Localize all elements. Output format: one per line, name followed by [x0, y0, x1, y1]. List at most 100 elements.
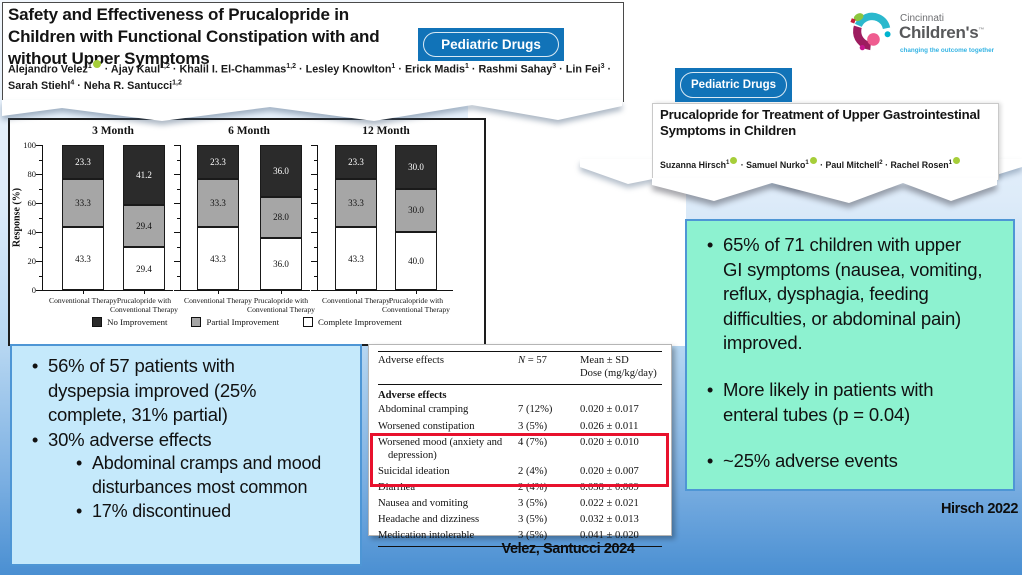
table-cell-n: 3 (5%) — [518, 513, 548, 525]
paper-right-title: Prucalopride for Treatment of Upper Gast… — [660, 107, 981, 139]
x-tick — [416, 290, 418, 294]
table-cell-n: 3 (5%) — [518, 420, 548, 432]
author-separator: · — [817, 159, 826, 170]
legend-label: Partial Improvement — [206, 317, 280, 327]
y-major-tick — [174, 261, 180, 263]
bar-segment: 36.0 — [260, 237, 302, 290]
bar-value-label: 23.3 — [75, 157, 91, 168]
bullet-marker: • — [31, 428, 39, 450]
author-name: Lin Fei — [565, 63, 601, 76]
response-bar-chart: Response (%) 3 Month 0 20 40 60 80 100 43.3 33.3 2… — [8, 118, 486, 346]
author-affiliation-superscript: 1 — [805, 160, 809, 166]
bar-value-label: 33.3 — [210, 198, 226, 209]
bar-segment: 23.3 — [197, 145, 239, 179]
y-major-tick — [36, 232, 42, 234]
y-major-tick — [36, 174, 42, 176]
bar-value-label: 23.3 — [348, 157, 364, 168]
y-minor-tick — [176, 159, 180, 161]
author-affiliation-superscript: 3 — [552, 63, 557, 70]
bullet-text: 30% adverse effects — [48, 428, 212, 450]
author-name: Lesley Knowlton — [305, 63, 392, 76]
author-separator: · — [169, 63, 180, 76]
table-cell-effect: Headache and dizziness — [378, 513, 480, 525]
author-affiliation-superscript: 1 — [87, 63, 92, 70]
hirsch-summary-box: • 65% of 71 children with upper GI sympto… — [685, 219, 1015, 491]
y-axis-line — [317, 145, 319, 290]
bar-value-label: 41.2 — [136, 169, 152, 180]
y-major-tick — [311, 232, 317, 234]
bar-segment: 33.3 — [62, 178, 104, 228]
author-separator: · — [882, 159, 891, 170]
adverse-effects-table: Adverse effects N = 57 Mean ± SD Dose (mg/k… — [368, 344, 672, 548]
author-separator: · — [296, 63, 306, 76]
bar-value-label: 36.0 — [273, 166, 289, 177]
bar-value-label: 23.3 — [210, 157, 226, 168]
paper-left-torn-edge — [2, 100, 622, 121]
bullet-marker: • — [706, 450, 714, 472]
table-cell-dose: 0.020 ± 0.017 — [580, 404, 639, 416]
author-affiliation-superscript: 1 — [464, 63, 469, 70]
bar-segment: 33.3 — [335, 178, 377, 228]
bar-segment: 28.0 — [260, 197, 302, 238]
x-axis-line — [180, 290, 310, 292]
x-tick — [218, 290, 220, 294]
bullet-text: 65% of 71 children with upper GI symptom… — [723, 234, 983, 354]
bar-segment: 43.3 — [197, 227, 239, 290]
bullet-marker: • — [706, 234, 714, 255]
y-major-tick — [174, 145, 180, 147]
legend-item: Complete Improvement — [303, 317, 402, 327]
y-minor-tick — [38, 217, 42, 219]
bar-value-label: 29.4 — [136, 221, 152, 232]
category-label: Conventional Therapy — [49, 296, 117, 305]
paper-right-card — [652, 103, 999, 180]
bullet-marker: • — [75, 453, 83, 474]
author-separator: · — [101, 63, 111, 76]
y-minor-tick — [38, 275, 42, 277]
table-header-row: Adverse effects N = 57 Mean ± SD Dose (mg/k… — [378, 351, 662, 386]
pediatric-drugs-badge-right: Pediatric Drugs — [675, 68, 792, 102]
y-tick-label: 40 — [27, 227, 37, 237]
category-label: Prucalopride with Conventional Therapy — [247, 296, 315, 315]
orcid-icon — [730, 157, 738, 164]
orcid-icon — [952, 157, 960, 164]
y-minor-tick — [313, 275, 317, 277]
y-axis-line — [42, 145, 44, 290]
bullet-item: • 17% discontinued — [66, 500, 350, 524]
author-affiliation-superscript: 1,2 — [286, 63, 297, 70]
bullet-text: 17% discontinued — [92, 501, 231, 522]
orcid-icon — [809, 157, 817, 164]
y-tick-label: 80 — [27, 169, 37, 179]
bullet-text: Abdominal cramps and mood disturbances m… — [92, 453, 322, 498]
table-cell-n: 3 (5%) — [518, 530, 548, 542]
table-cell-n: 4 (7%) — [518, 436, 548, 448]
citation-hirsch: Hirsch 2022 — [940, 501, 1018, 517]
bullet-item: • 30% adverse effects — [22, 428, 350, 453]
table-cell-n: 3 (5%) — [518, 497, 548, 509]
y-axis-label: Response (%) — [11, 187, 23, 248]
y-major-tick — [36, 203, 42, 205]
table-cell-effect: Nausea and vomiting — [378, 497, 469, 509]
x-axis-line — [317, 290, 453, 292]
author-affiliation-superscript: 1 — [948, 160, 952, 166]
y-minor-tick — [38, 188, 42, 190]
author-name: Suzanna Hirsch — [660, 159, 726, 170]
y-minor-tick — [38, 159, 42, 161]
chart-plot: Response (%) 3 Month 0 20 40 60 80 100 43.3 33.3 2… — [10, 120, 484, 344]
cincinnati-childrens-logo: Cincinnati Children's™ changing the outc… — [846, 6, 1022, 60]
bar-segment: 43.3 — [335, 227, 377, 290]
author-name: Sarah Stiehl — [8, 80, 71, 93]
table-cell-n: 2 (4%) — [518, 481, 548, 493]
table-row: Suicidal ideation 2 (4%) 0.020 ± 0.007 — [378, 466, 662, 479]
bar-value-label: 29.4 — [136, 263, 152, 274]
author-name: Paul Mitchell — [825, 159, 880, 170]
y-major-tick — [36, 145, 42, 147]
y-tick-label: 0 — [31, 285, 36, 295]
logo-text-childrens: Children's™ — [899, 23, 985, 42]
y-major-tick — [174, 203, 180, 205]
bullet-text: ~25% adverse events — [723, 450, 898, 472]
paper-left-title: Safety and Effectiveness of Prucalopride… — [8, 5, 380, 68]
y-minor-tick — [176, 246, 180, 248]
legend-item: No Improvement — [92, 317, 167, 327]
bar-value-label: 40.0 — [408, 256, 424, 266]
paper-right-torn-edge — [652, 178, 997, 203]
